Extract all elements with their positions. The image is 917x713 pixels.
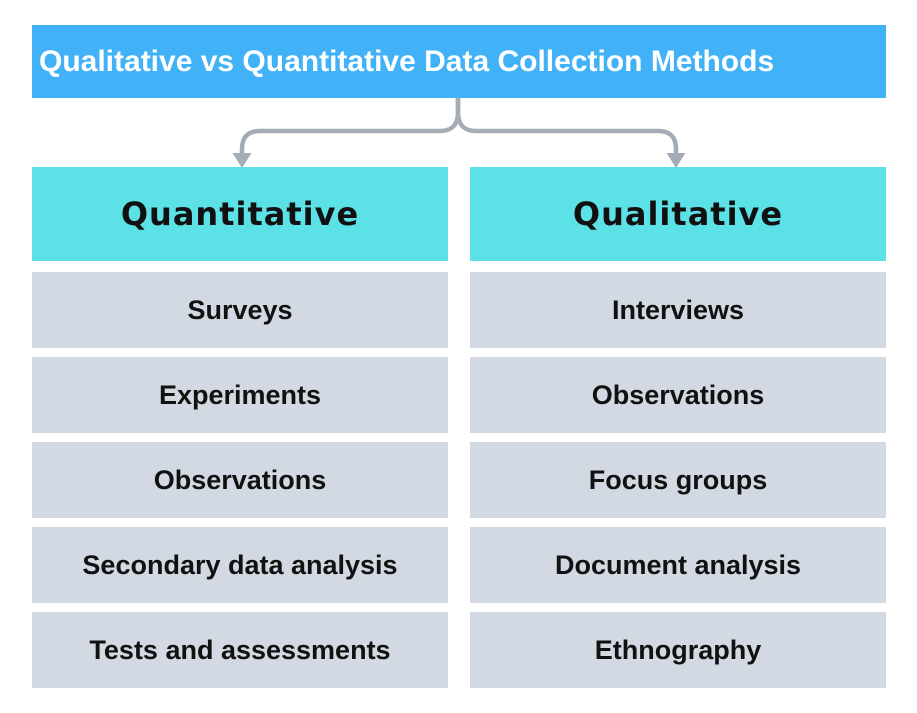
list-item-label: Observations [153, 464, 327, 495]
column-qualitative: Qualitative Interviews Observations Focu… [470, 167, 886, 688]
branch-line-left [239, 98, 461, 155]
list-item: Interviews [470, 272, 886, 348]
list-item-label: Document analysis [554, 549, 802, 580]
list-item: Ethnography [470, 612, 886, 688]
arrowhead-right-icon [666, 153, 686, 168]
list-item-label: Secondary data analysis [82, 549, 398, 580]
list-item-label: Focus groups [588, 464, 768, 495]
list-item-label: Tests and assessments [89, 634, 391, 665]
list-item: Secondary data analysis [32, 527, 448, 603]
list-item-label: Surveys [187, 294, 293, 325]
list-item: Tests and assessments [32, 612, 448, 688]
list-item: Observations [32, 442, 448, 518]
list-item: Surveys [32, 272, 448, 348]
list-item: Document analysis [470, 527, 886, 603]
comparison-columns: Quantitative Surveys Experiments Observa… [32, 167, 886, 688]
list-item-label: Observations [591, 379, 765, 410]
list-item: Observations [470, 357, 886, 433]
column-header-quantitative: Quantitative [32, 167, 448, 261]
list-item-label: Interviews [611, 294, 745, 325]
list-item: Experiments [32, 357, 448, 433]
list-item-label: Ethnography [594, 634, 762, 665]
column-header-label: Qualitative [572, 195, 784, 233]
column-header-qualitative: Qualitative [470, 167, 886, 261]
page-title: Qualitative vs Quantitative Data Collect… [39, 44, 775, 78]
column-quantitative: Quantitative Surveys Experiments Observa… [32, 167, 448, 688]
branch-line-right [455, 98, 679, 155]
list-item: Focus groups [470, 442, 886, 518]
title-banner: Qualitative vs Quantitative Data Collect… [32, 25, 886, 98]
arrowhead-left-icon [232, 153, 252, 168]
column-header-label: Quantitative [120, 195, 360, 233]
list-item-label: Experiments [158, 379, 322, 410]
